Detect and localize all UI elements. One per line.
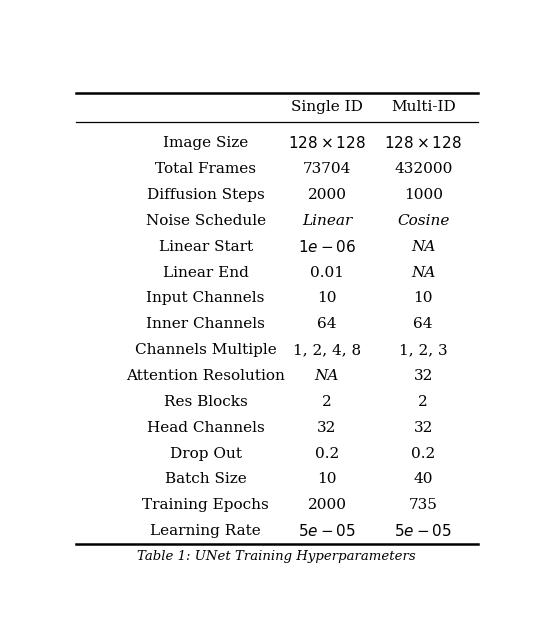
Text: 735: 735 xyxy=(409,498,437,512)
Text: 32: 32 xyxy=(414,421,433,435)
Text: 2000: 2000 xyxy=(307,498,347,512)
Text: $128\times128$: $128\times128$ xyxy=(288,135,366,151)
Text: Inner Channels: Inner Channels xyxy=(146,317,265,331)
Text: Cosine: Cosine xyxy=(397,214,449,228)
Text: Total Frames: Total Frames xyxy=(155,162,256,176)
Text: Linear Start: Linear Start xyxy=(159,240,253,253)
Text: 432000: 432000 xyxy=(394,162,453,176)
Text: Learning Rate: Learning Rate xyxy=(150,524,261,538)
Text: 2: 2 xyxy=(418,395,428,409)
Text: $128\times128$: $128\times128$ xyxy=(384,135,462,151)
Text: Input Channels: Input Channels xyxy=(146,291,265,305)
Text: Head Channels: Head Channels xyxy=(147,421,265,435)
Text: $1e-06$: $1e-06$ xyxy=(298,239,356,255)
Text: 10: 10 xyxy=(317,472,337,487)
Text: Res Blocks: Res Blocks xyxy=(164,395,247,409)
Text: Image Size: Image Size xyxy=(163,137,248,150)
Text: 64: 64 xyxy=(414,317,433,331)
Text: NA: NA xyxy=(411,240,435,253)
Text: Linear End: Linear End xyxy=(163,265,248,279)
Text: Attention Resolution: Attention Resolution xyxy=(126,369,285,383)
Text: Batch Size: Batch Size xyxy=(165,472,246,487)
Text: Multi-ID: Multi-ID xyxy=(391,100,456,114)
Text: 1, 2, 3: 1, 2, 3 xyxy=(399,343,448,357)
Text: 10: 10 xyxy=(414,291,433,305)
Text: 2: 2 xyxy=(322,395,332,409)
Text: Training Epochs: Training Epochs xyxy=(142,498,269,512)
Text: Single ID: Single ID xyxy=(291,100,363,114)
Text: 0.2: 0.2 xyxy=(315,446,339,461)
Text: Linear: Linear xyxy=(302,214,352,228)
Text: 10: 10 xyxy=(317,291,337,305)
Text: 32: 32 xyxy=(414,369,433,383)
Text: 1, 2, 4, 8: 1, 2, 4, 8 xyxy=(293,343,361,357)
Text: 0.2: 0.2 xyxy=(411,446,435,461)
Text: $5e-05$: $5e-05$ xyxy=(298,523,356,539)
Text: NA: NA xyxy=(411,265,435,279)
Text: 73704: 73704 xyxy=(303,162,351,176)
Text: 32: 32 xyxy=(318,421,336,435)
Text: NA: NA xyxy=(315,369,339,383)
Text: 0.01: 0.01 xyxy=(310,265,344,279)
Text: Drop Out: Drop Out xyxy=(170,446,241,461)
Text: $5e-05$: $5e-05$ xyxy=(394,523,452,539)
Text: Table 1: UNet Training Hyperparameters: Table 1: UNet Training Hyperparameters xyxy=(138,550,416,563)
Text: 1000: 1000 xyxy=(404,188,443,202)
Text: Diffusion Steps: Diffusion Steps xyxy=(147,188,265,202)
Text: 64: 64 xyxy=(317,317,337,331)
Text: Channels Multiple: Channels Multiple xyxy=(135,343,276,357)
Text: 2000: 2000 xyxy=(307,188,347,202)
Text: Noise Schedule: Noise Schedule xyxy=(146,214,266,228)
Text: 40: 40 xyxy=(414,472,433,487)
